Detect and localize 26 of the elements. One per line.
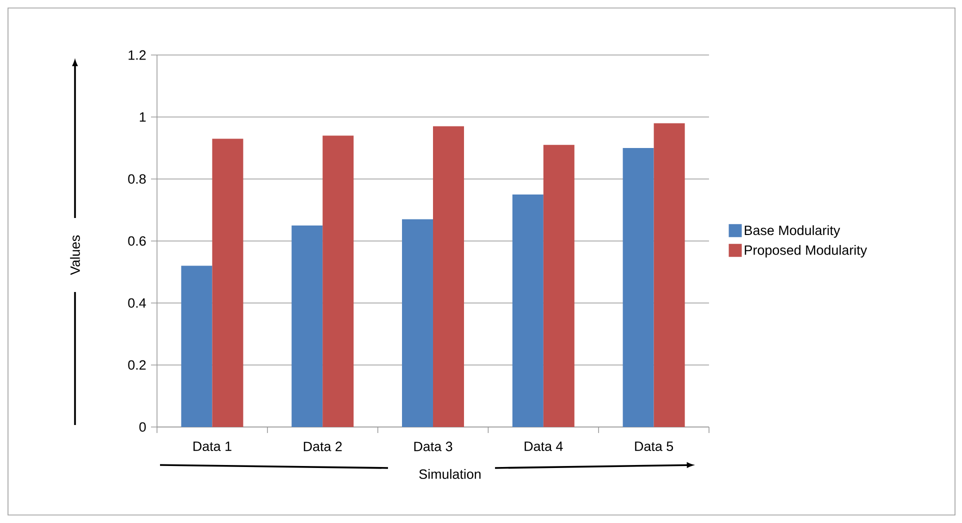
y-axis-title: Values xyxy=(70,235,80,275)
bar xyxy=(181,266,212,427)
x-tick-label: Data 3 xyxy=(414,442,452,452)
y-tick-label: 0.8 xyxy=(128,174,146,184)
bar xyxy=(433,126,464,427)
bar xyxy=(543,144,574,427)
y-tick-label: 0.4 xyxy=(128,298,146,308)
y-tick-label: 0.6 xyxy=(128,236,146,246)
y-tick-label: 1 xyxy=(140,112,146,122)
y-tick-label: 0 xyxy=(139,422,146,432)
x-tick-label: Data 2 xyxy=(304,442,342,452)
bar xyxy=(322,136,354,427)
legend-label: Base Modularity xyxy=(744,225,840,238)
bar xyxy=(512,194,544,427)
bar xyxy=(654,123,685,427)
x-axis-title: Simulation xyxy=(419,469,481,479)
bar xyxy=(402,219,434,427)
x-tick-label: Data 1 xyxy=(194,442,232,452)
legend-label: Proposed Modularity xyxy=(744,244,868,258)
bar xyxy=(622,148,654,427)
bar xyxy=(212,138,244,427)
y-tick-label: 0.2 xyxy=(128,360,146,370)
x-tick-label: Data 4 xyxy=(524,442,563,452)
y-tick-label: 1.2 xyxy=(128,50,146,60)
x-tick-label: Data 5 xyxy=(635,442,674,452)
bar xyxy=(292,225,323,427)
